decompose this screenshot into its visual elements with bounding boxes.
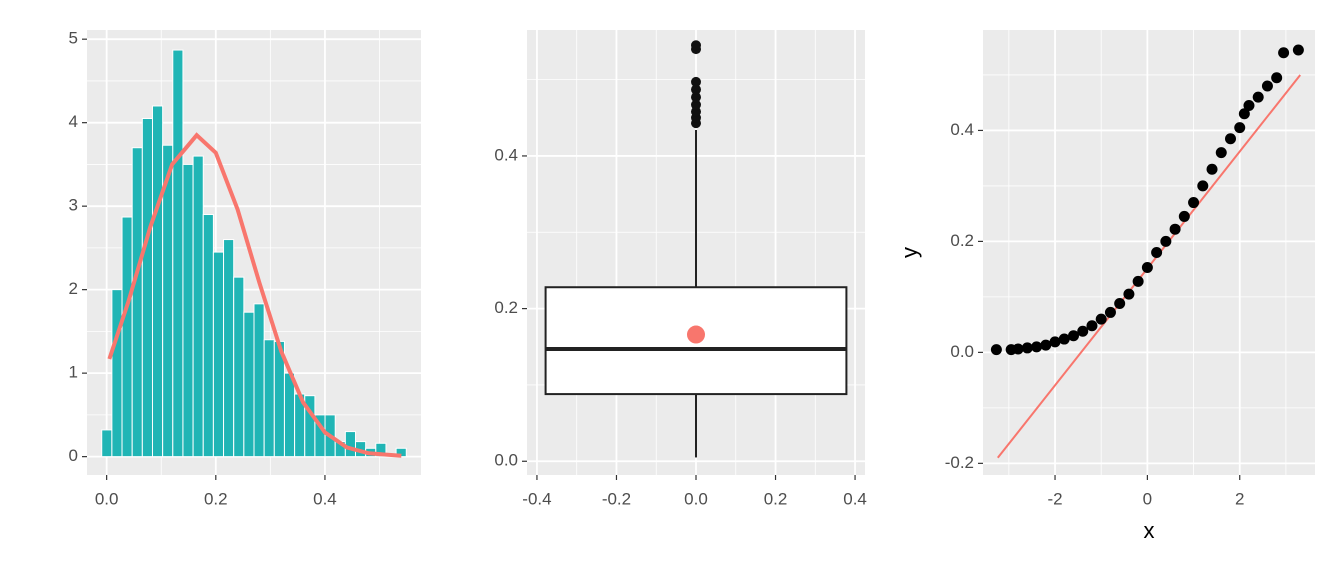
bar <box>233 276 245 458</box>
point <box>1021 342 1033 354</box>
mean-point <box>687 325 705 344</box>
x-axis-title: x <box>1144 518 1155 543</box>
point <box>1114 298 1126 310</box>
point <box>1224 133 1236 145</box>
point <box>1141 261 1153 273</box>
point <box>990 344 1002 356</box>
x-tick-label: 0.0 <box>95 489 119 508</box>
point <box>1095 313 1107 325</box>
bar <box>263 339 275 458</box>
bar <box>121 216 133 458</box>
point <box>1206 163 1218 175</box>
x-tick-label: 0.0 <box>684 489 708 508</box>
bar <box>172 49 184 458</box>
bar <box>344 431 357 458</box>
point <box>1188 197 1200 209</box>
y-tick-label: 0.2 <box>494 298 518 317</box>
bar <box>212 251 225 458</box>
point <box>1012 343 1024 355</box>
point <box>1160 235 1172 247</box>
y-tick-label: 1 <box>69 363 78 382</box>
x-tick-label: -0.2 <box>602 489 631 508</box>
outlier <box>691 99 701 110</box>
point <box>1261 80 1273 92</box>
point <box>1292 44 1304 56</box>
y-tick-label: 0.0 <box>494 451 518 470</box>
y-tick-label: 5 <box>69 29 78 48</box>
y-tick-label: 0.0 <box>950 342 974 361</box>
y-tick-label: 3 <box>69 196 78 215</box>
x-tick-label: 0.2 <box>764 489 788 508</box>
x-tick-label: 2 <box>1235 489 1244 508</box>
point <box>1238 108 1250 120</box>
point <box>1086 320 1098 332</box>
point <box>1278 47 1290 59</box>
outlier <box>691 76 701 87</box>
y-tick-label: 4 <box>69 112 78 131</box>
bar <box>101 429 113 458</box>
point <box>1132 275 1144 287</box>
point <box>1271 72 1283 84</box>
x-tick-label: 0.4 <box>313 489 337 508</box>
bar <box>111 289 123 458</box>
point <box>1104 306 1116 318</box>
bar <box>141 117 153 458</box>
point <box>1049 336 1061 348</box>
point <box>1178 210 1190 222</box>
bar <box>375 442 387 458</box>
bar <box>151 105 164 458</box>
point <box>1234 122 1246 134</box>
x-tick-label: -0.4 <box>522 489 551 508</box>
outlier <box>691 106 701 117</box>
density-curve <box>107 132 402 458</box>
bar <box>253 303 265 458</box>
point <box>1058 333 1070 345</box>
bar <box>131 147 143 458</box>
bar <box>202 214 214 458</box>
y-tick-label: -0.2 <box>945 453 974 472</box>
point <box>1252 91 1264 103</box>
y-tick-label: 0.4 <box>494 145 518 164</box>
outlier <box>691 84 701 95</box>
x-tick-label: -2 <box>1047 489 1062 508</box>
bar <box>223 239 235 458</box>
point <box>1031 341 1043 353</box>
y-tick-label: 0.4 <box>950 120 974 139</box>
point <box>1215 147 1227 159</box>
point <box>1040 339 1052 351</box>
y-tick-label: 0 <box>69 446 78 465</box>
point <box>1123 288 1135 300</box>
point <box>1243 99 1255 111</box>
point <box>1068 330 1080 342</box>
point <box>1151 247 1163 258</box>
outlier <box>691 92 701 103</box>
x-tick-label: 0.2 <box>204 489 228 508</box>
y-tick-label: 0.2 <box>950 231 974 250</box>
bar <box>192 155 204 458</box>
bar <box>243 311 255 458</box>
x-tick-label: 0 <box>1143 489 1152 508</box>
y-tick-label: 2 <box>69 279 78 298</box>
x-tick-label: 0.4 <box>843 489 867 508</box>
y-axis-title: y <box>897 247 922 258</box>
bar <box>283 372 296 458</box>
bar <box>182 163 194 458</box>
panel-background <box>983 30 1315 475</box>
point <box>1077 325 1089 337</box>
point <box>1197 180 1209 192</box>
point <box>1169 223 1181 235</box>
outlier <box>691 40 701 51</box>
